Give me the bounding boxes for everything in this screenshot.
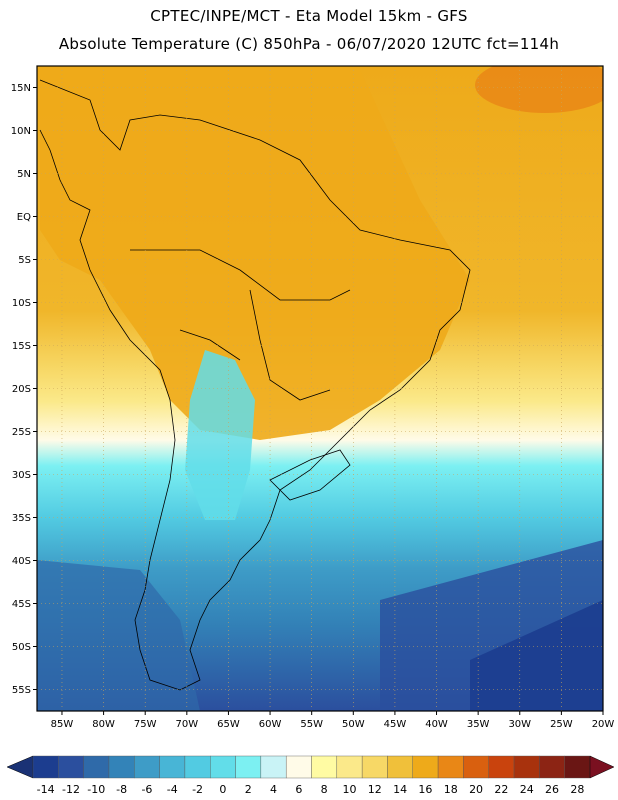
colorbar-tick-label: -12 — [62, 783, 80, 796]
colorbar-tick-label: 26 — [545, 783, 559, 796]
lat-tick-label: 50S — [12, 642, 31, 653]
colorbar-tick-label: 22 — [494, 783, 508, 796]
colorbar-swatch — [184, 755, 211, 779]
colorbar-tick-label: -2 — [192, 783, 203, 796]
colorbar-swatch — [387, 755, 413, 779]
colorbar-swatch — [285, 755, 312, 779]
lon-tick-label: 70W — [176, 719, 199, 730]
colorbar-tick-label: 2 — [245, 783, 252, 796]
colorbar-tick-label: -14 — [37, 783, 55, 796]
lon-tick-label: 65W — [217, 719, 240, 730]
longitude-axis: 85W 80W 75W 70W 65W 60W 55W 50W 45W 40W 35W 30W 25W 2… — [51, 711, 615, 730]
colorbar-swatch — [539, 755, 565, 779]
colorbar-tick-label: 12 — [368, 783, 382, 796]
lat-tick-label: 10S — [12, 298, 31, 309]
lon-tick-label: 40W — [425, 719, 448, 730]
lat-tick-label: EQ — [17, 212, 31, 223]
map-title-line-2: Absolute Temperature (C) 850hPa - 06/07/… — [58, 35, 560, 53]
colorbar-tick-label: 8 — [321, 783, 328, 796]
colorbar-swatch — [437, 755, 464, 779]
lat-tick-label: 15N — [11, 83, 31, 94]
lon-tick-label: 75W — [134, 719, 157, 730]
lon-tick-label: 85W — [51, 719, 74, 730]
colorbar-swatch — [488, 755, 515, 779]
lon-tick-label: 60W — [259, 719, 282, 730]
colorbar-swatch — [210, 755, 236, 779]
colorbar-swatch — [260, 755, 287, 779]
lon-tick-label: 30W — [508, 719, 531, 730]
colorbar-swatch — [83, 755, 110, 779]
lat-tick-label: 45S — [12, 599, 31, 610]
colorbar-tick-label: 6 — [295, 783, 302, 796]
lat-tick-label: 30S — [12, 470, 31, 481]
colorbar-swatch — [463, 755, 489, 779]
colorbar-tick-label: -10 — [87, 783, 105, 796]
colorbar-swatch — [134, 755, 160, 779]
colorbar-min-arrow — [6, 755, 34, 779]
colorbar-swatch — [159, 755, 186, 779]
colorbar-swatch — [513, 755, 540, 779]
lat-tick-label: 10N — [11, 126, 31, 137]
colorbar-swatch — [336, 755, 363, 779]
colorbar-swatch — [412, 755, 439, 779]
colorbar-tick-label: 24 — [520, 783, 534, 796]
lon-tick-label: 45W — [384, 719, 407, 730]
lat-tick-label: 40S — [12, 556, 31, 567]
lat-tick-label: 25S — [12, 427, 31, 438]
colorbar-tick-label: 10 — [342, 783, 356, 796]
temperature-field — [37, 66, 603, 711]
colorbar-swatch — [32, 755, 59, 779]
colorbar-tick-label: 20 — [469, 783, 483, 796]
lon-tick-label: 35W — [467, 719, 490, 730]
lon-tick-label: 80W — [92, 719, 115, 730]
colorbar-tick-label: 18 — [444, 783, 458, 796]
lon-tick-label: 50W — [342, 719, 365, 730]
lon-tick-label: 55W — [300, 719, 323, 730]
colorbar-tick-label: 4 — [270, 783, 277, 796]
colorbar-tick-label: 14 — [393, 783, 407, 796]
colorbar-max-arrow — [589, 755, 615, 779]
colorbar-swatch — [235, 755, 262, 779]
colorbar-swatch — [58, 755, 84, 779]
colorbar-tick-label: 28 — [570, 783, 584, 796]
lat-tick-label: 20S — [12, 384, 31, 395]
lon-tick-label: 25W — [550, 719, 573, 730]
colorbar-tick-label: -6 — [141, 783, 152, 796]
colorbar-tick-label: 0 — [219, 783, 226, 796]
lat-tick-label: 15S — [12, 341, 31, 352]
lat-tick-label: 5N — [17, 169, 31, 180]
lat-tick-label: 5S — [18, 255, 31, 266]
colorbar-tick-label: -4 — [167, 783, 178, 796]
lat-tick-label: 35S — [12, 513, 31, 524]
colorbar-swatch — [311, 755, 338, 779]
colorbar-swatch — [361, 755, 388, 779]
temperature-colorbar: -14 -12 -10 -8 -6 -4 -2 0 2 4 6 8 10 12 14 16 18 20 22 24 26… — [6, 755, 615, 796]
lon-tick-label: 20W — [592, 719, 615, 730]
latitude-axis: 15N 10N 5N EQ 5S 10S 15S 20S 25S 30S 35S 40S 45S 50S 5… — [11, 83, 37, 696]
colorbar-tick-label: 16 — [418, 783, 432, 796]
map-title-line-1: CPTEC/INPE/MCT - Eta Model 15km - GFS — [150, 7, 468, 25]
colorbar-tick-label: -8 — [116, 783, 127, 796]
colorbar-swatch — [108, 755, 135, 779]
colorbar-swatch — [564, 755, 591, 779]
lat-tick-label: 55S — [12, 685, 31, 696]
